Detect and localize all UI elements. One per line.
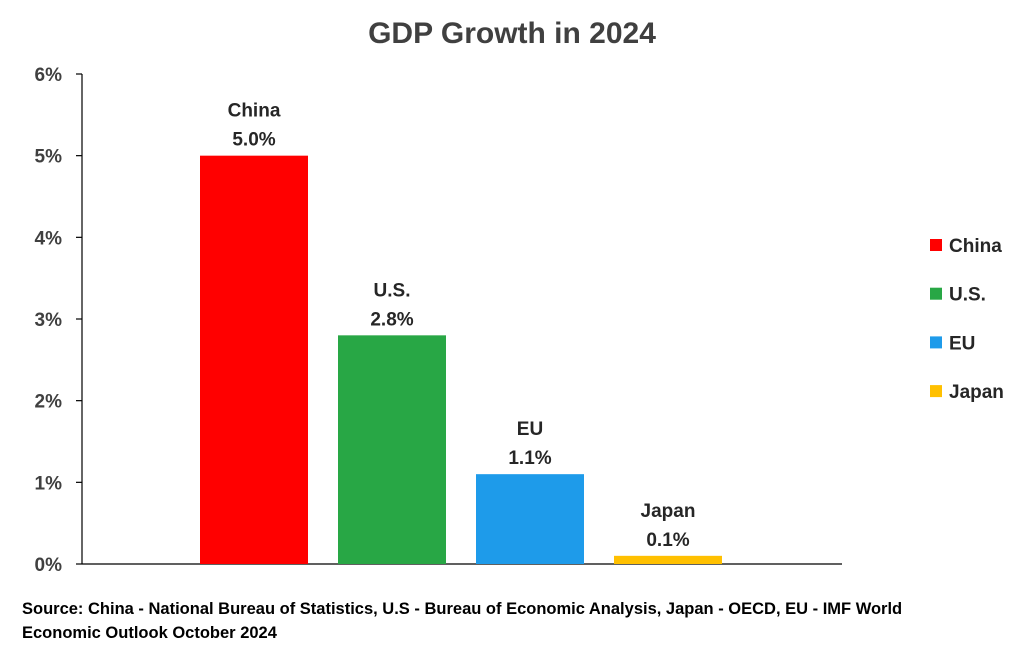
source-note: Source: China - National Bureau of Stati… (22, 600, 903, 642)
legend-label: EU (949, 333, 975, 354)
data-label-category: U.S. (374, 280, 411, 301)
chart-data-labels: China 5.0% U.S. 2.8% EU 1.1% Japan 0.1% (228, 101, 696, 551)
chart-legend: China U.S. EU Japan (930, 236, 1004, 403)
bar (476, 474, 584, 564)
data-label-value: 0.1% (646, 530, 689, 551)
y-tick-label: 1% (35, 473, 63, 494)
data-label-value: 1.1% (508, 448, 551, 469)
data-label-value: 5.0% (232, 130, 275, 151)
legend-label: China (949, 236, 1002, 257)
data-label-category: Japan (641, 501, 696, 522)
legend-swatch (930, 287, 942, 300)
data-label-category: EU (517, 419, 543, 440)
chart-bars (200, 155, 722, 564)
bar (338, 335, 446, 564)
legend-label: U.S. (949, 285, 986, 306)
y-tick-label: 3% (35, 310, 63, 331)
bar (614, 555, 722, 564)
legend-swatch (930, 385, 942, 398)
data-label-value: 2.8% (370, 309, 413, 330)
y-tick-label: 4% (35, 228, 63, 249)
y-tick-label: 0% (35, 555, 63, 576)
y-tick-label: 5% (35, 147, 63, 168)
legend-swatch (930, 336, 942, 349)
legend-swatch (930, 239, 942, 251)
bar (200, 155, 308, 564)
legend-label: Japan (949, 382, 1004, 403)
chart-title: GDP Growth in 2024 (368, 17, 656, 50)
y-tick-label: 6% (35, 65, 63, 86)
y-tick-label: 2% (35, 392, 63, 413)
data-label-category: China (228, 101, 281, 122)
